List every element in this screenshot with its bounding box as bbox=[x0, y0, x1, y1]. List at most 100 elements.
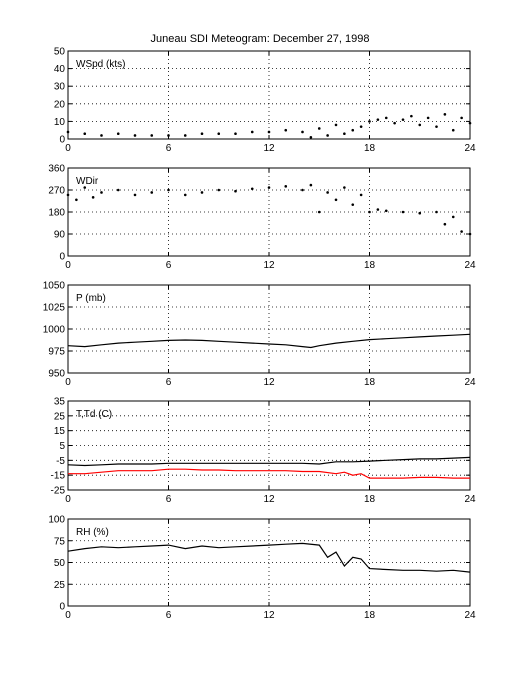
data-point bbox=[376, 118, 380, 121]
data-point bbox=[334, 198, 338, 202]
data-point bbox=[116, 188, 120, 192]
data-point bbox=[418, 211, 422, 215]
y-tick-label: -5 bbox=[56, 456, 65, 467]
data-point bbox=[284, 185, 288, 188]
data-point bbox=[66, 193, 70, 197]
data-point bbox=[83, 186, 87, 189]
data-point bbox=[359, 125, 363, 128]
data-point bbox=[301, 130, 304, 134]
x-tick-label: 18 bbox=[364, 143, 376, 154]
x-tick-label: 24 bbox=[464, 260, 476, 271]
x-tick-label: 6 bbox=[166, 494, 172, 505]
y-tick-label: 1025 bbox=[43, 303, 66, 314]
data-point bbox=[217, 132, 221, 136]
panel-label: WSpd (kts) bbox=[76, 59, 125, 70]
data-point bbox=[267, 186, 271, 189]
y-tick-label: 15 bbox=[54, 426, 66, 437]
x-tick-label: 12 bbox=[263, 377, 275, 388]
data-point bbox=[217, 188, 221, 192]
y-tick-label: 975 bbox=[48, 347, 65, 358]
panel-4: 0 6 12 18 24 -25 -15 -5 5 15 25 35 T,Td (C) bbox=[51, 397, 476, 506]
data-point bbox=[451, 215, 455, 219]
y-tick-label: 1050 bbox=[43, 281, 66, 292]
x-tick-label: 18 bbox=[364, 260, 376, 271]
y-tick-label: 30 bbox=[54, 82, 66, 93]
series-line-1 bbox=[67, 333, 471, 349]
x-tick-label: 24 bbox=[464, 377, 476, 388]
data-point bbox=[301, 188, 304, 192]
panel-label: RH (%) bbox=[76, 527, 109, 538]
x-tick-label: 0 bbox=[65, 494, 71, 505]
panel-label: WDir bbox=[76, 176, 99, 187]
data-point bbox=[150, 134, 154, 137]
data-point bbox=[401, 210, 405, 214]
y-tick-label: -25 bbox=[51, 486, 66, 497]
panel-5: 0 6 12 18 24 0 25 50 75 100 RH (%) bbox=[48, 515, 476, 622]
series-line-2 bbox=[68, 468, 470, 479]
data-point bbox=[183, 134, 187, 137]
data-point bbox=[317, 127, 321, 130]
x-tick-label: 0 bbox=[65, 260, 71, 271]
series-line-1 bbox=[67, 542, 471, 573]
data-point bbox=[317, 210, 321, 214]
data-point bbox=[167, 134, 170, 137]
y-tick-label: 0 bbox=[59, 252, 65, 263]
data-point bbox=[250, 130, 254, 134]
x-tick-label: 18 bbox=[364, 494, 376, 505]
y-tick-label: 180 bbox=[48, 208, 65, 219]
data-point bbox=[376, 208, 380, 211]
y-tick-label: 270 bbox=[48, 186, 65, 197]
data-point bbox=[133, 134, 137, 137]
x-tick-label: 18 bbox=[364, 610, 376, 621]
data-point bbox=[100, 134, 103, 137]
x-tick-label: 6 bbox=[166, 260, 172, 271]
data-point bbox=[460, 230, 463, 233]
data-point bbox=[200, 191, 204, 194]
data-point bbox=[183, 193, 187, 197]
data-point bbox=[116, 132, 120, 136]
y-tick-label: 25 bbox=[54, 411, 66, 422]
x-tick-label: 12 bbox=[263, 143, 275, 154]
panel-label: T,Td (C) bbox=[76, 409, 112, 420]
y-tick-label: 25 bbox=[54, 580, 66, 591]
data-point bbox=[393, 121, 396, 125]
data-point bbox=[100, 191, 103, 194]
panel-2: 0 6 12 18 24 0 90 180 270 360 WDir bbox=[48, 164, 476, 272]
panel-label: P (mb) bbox=[76, 293, 106, 304]
data-point bbox=[435, 125, 438, 128]
data-point bbox=[443, 222, 447, 226]
x-tick-label: 12 bbox=[263, 260, 275, 271]
data-point bbox=[234, 132, 237, 136]
data-point bbox=[468, 121, 472, 125]
x-tick-label: 6 bbox=[166, 377, 172, 388]
data-point bbox=[309, 135, 313, 139]
data-point bbox=[267, 130, 271, 134]
data-point bbox=[309, 183, 313, 187]
data-point bbox=[460, 116, 463, 120]
panel-1: 0 6 12 18 24 0 10 20 30 40 50 WSpd (kts) bbox=[54, 47, 476, 155]
data-point bbox=[418, 123, 422, 127]
y-tick-label: 50 bbox=[54, 558, 66, 569]
data-point bbox=[133, 193, 137, 197]
data-point bbox=[150, 191, 154, 194]
y-tick-label: 360 bbox=[48, 164, 65, 175]
data-point bbox=[401, 118, 405, 121]
y-tick-label: 0 bbox=[59, 135, 65, 146]
data-point bbox=[410, 114, 413, 118]
data-point bbox=[435, 210, 438, 214]
data-point bbox=[451, 128, 455, 132]
y-tick-label: 5 bbox=[59, 441, 65, 452]
x-tick-label: 24 bbox=[464, 610, 476, 621]
x-tick-label: 0 bbox=[65, 610, 71, 621]
x-tick-label: 0 bbox=[65, 143, 71, 154]
data-point bbox=[167, 188, 170, 192]
y-tick-label: 90 bbox=[54, 230, 66, 241]
y-tick-label: -15 bbox=[51, 471, 66, 482]
data-point bbox=[343, 132, 346, 136]
series-line-1 bbox=[67, 456, 471, 467]
data-point bbox=[359, 193, 363, 197]
data-point bbox=[66, 130, 70, 134]
y-tick-label: 100 bbox=[48, 515, 65, 526]
x-tick-label: 12 bbox=[263, 494, 275, 505]
